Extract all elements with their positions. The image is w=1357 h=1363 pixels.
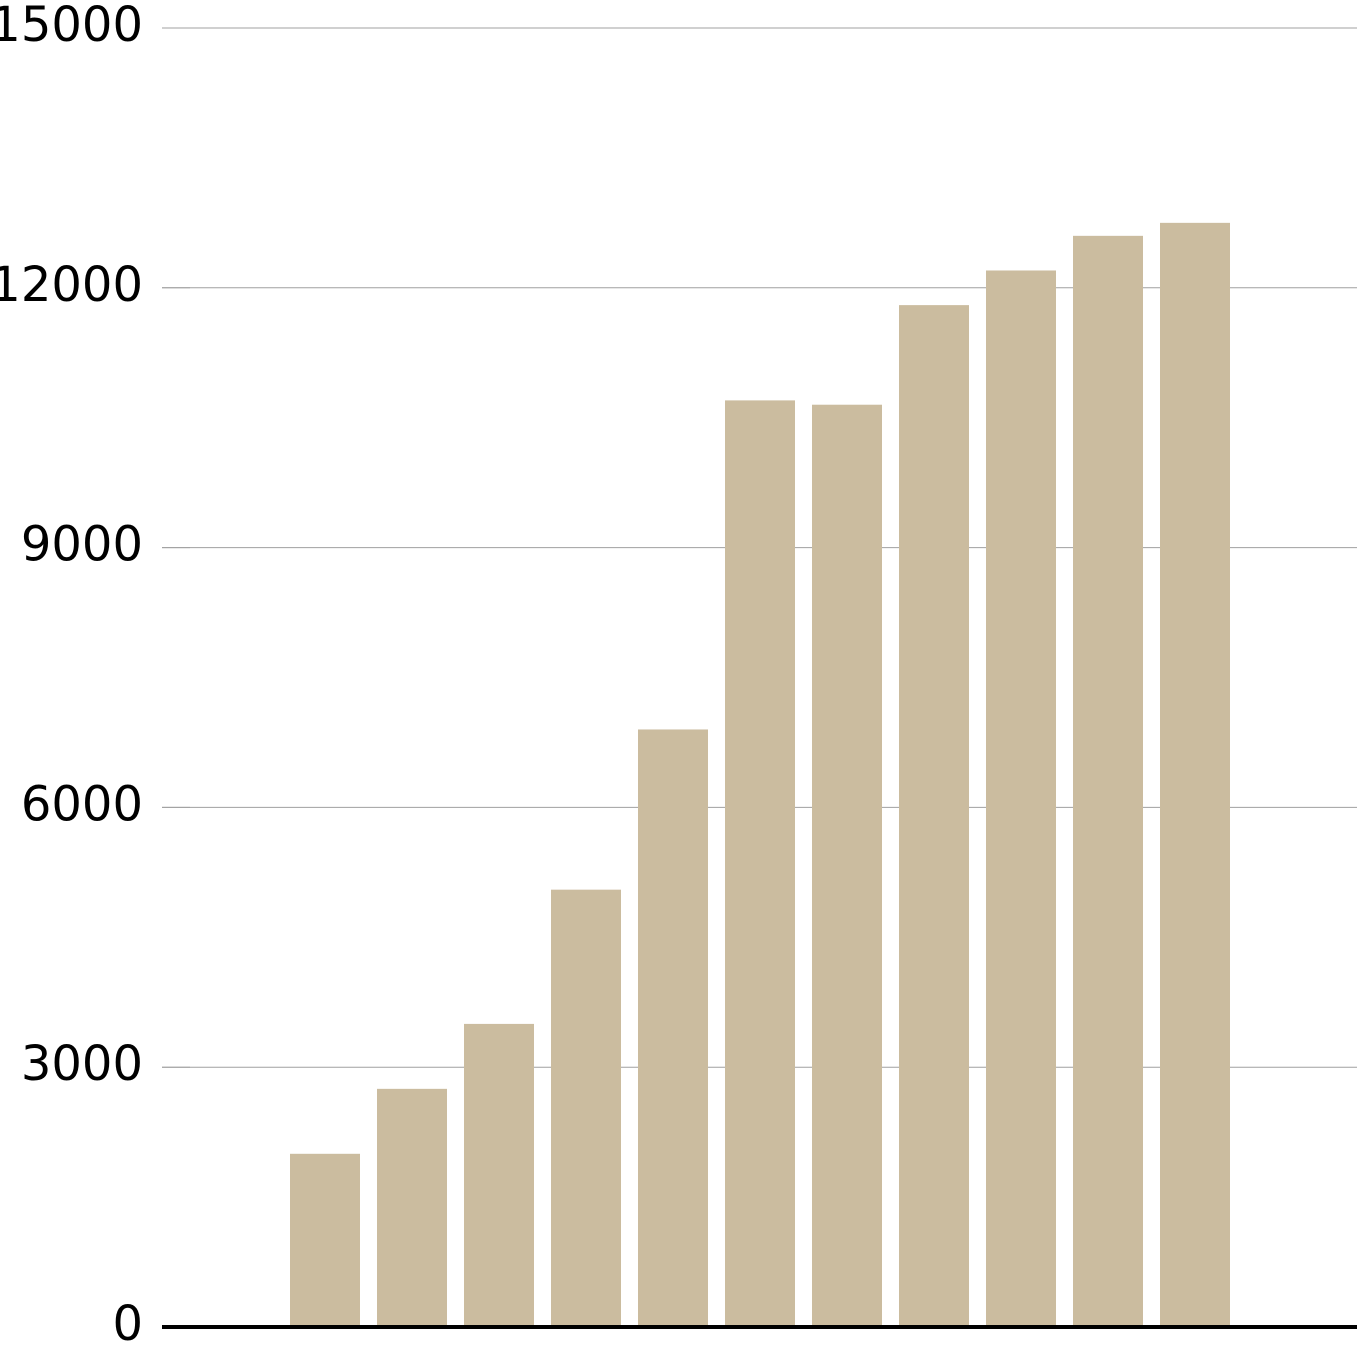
bar bbox=[551, 889, 621, 1327]
y-tick-label: 15000 bbox=[0, 0, 143, 53]
bar bbox=[899, 305, 969, 1327]
y-tick-label: 6000 bbox=[21, 776, 143, 832]
bar bbox=[377, 1088, 447, 1327]
bar bbox=[725, 400, 795, 1327]
bar bbox=[638, 729, 708, 1327]
bar bbox=[290, 1153, 360, 1327]
bar bbox=[1073, 235, 1143, 1328]
y-tick-label: 0 bbox=[112, 1296, 143, 1352]
y-tick-label: 9000 bbox=[21, 517, 143, 573]
y-tick-label: 3000 bbox=[21, 1036, 143, 1092]
bar bbox=[464, 1023, 534, 1327]
bar bbox=[812, 404, 882, 1328]
y-tick-label: 12000 bbox=[0, 257, 143, 313]
bar bbox=[986, 270, 1056, 1328]
bar bbox=[1160, 222, 1230, 1328]
